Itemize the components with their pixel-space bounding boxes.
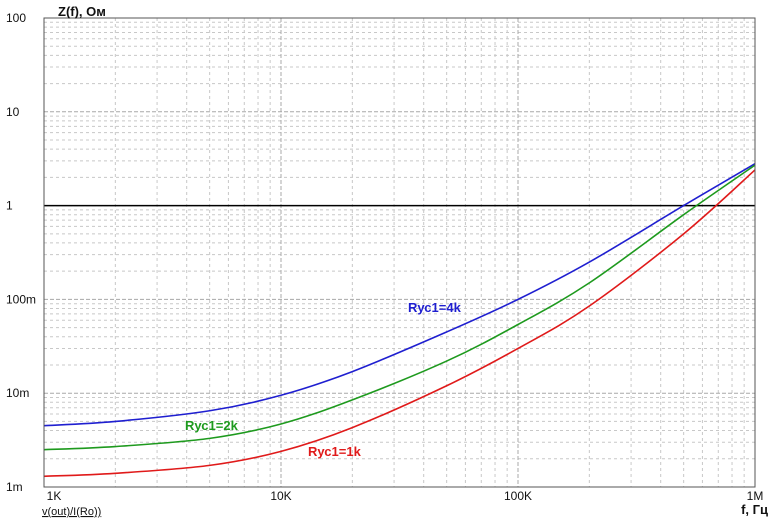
x-axis-label: f, Гц [741,502,768,517]
y-tick-label: 1 [6,199,13,213]
y-tick-label: 100 [6,11,26,25]
y-tick-label: 10 [6,105,20,119]
series-label-2: Rус1=2k [185,418,239,433]
series-line-2 [43,164,756,451]
grid-major [43,17,756,488]
trace-expression: v(out)/I(Ro)) [42,506,101,518]
plot-frame [43,17,756,488]
x-tick-label: 1M [747,489,764,503]
x-tick-label: 10K [270,489,291,503]
y-axis-label: Z(f), Ом [58,4,106,19]
series-label-1: Rус1=4k [408,300,462,315]
grid-minor [44,18,755,487]
series-line-3 [43,169,756,478]
x-tick-label: 100K [504,489,532,503]
series-layer [43,162,756,478]
y-tick-labels: 100 10 1 100m 10m 1m [6,11,36,494]
y-tick-label: 10m [6,386,29,400]
x-tick-labels: 1K 10K 100K 1M [47,489,764,503]
series-line-1 [43,162,756,427]
series-labels: Rус1=4k Rус1=2k Rус1=1k [185,300,462,459]
y-tick-label: 100m [6,292,36,306]
x-tick-label: 1K [47,489,62,503]
series-label-3: Rус1=1k [308,444,362,459]
y-tick-label: 1m [6,480,23,494]
